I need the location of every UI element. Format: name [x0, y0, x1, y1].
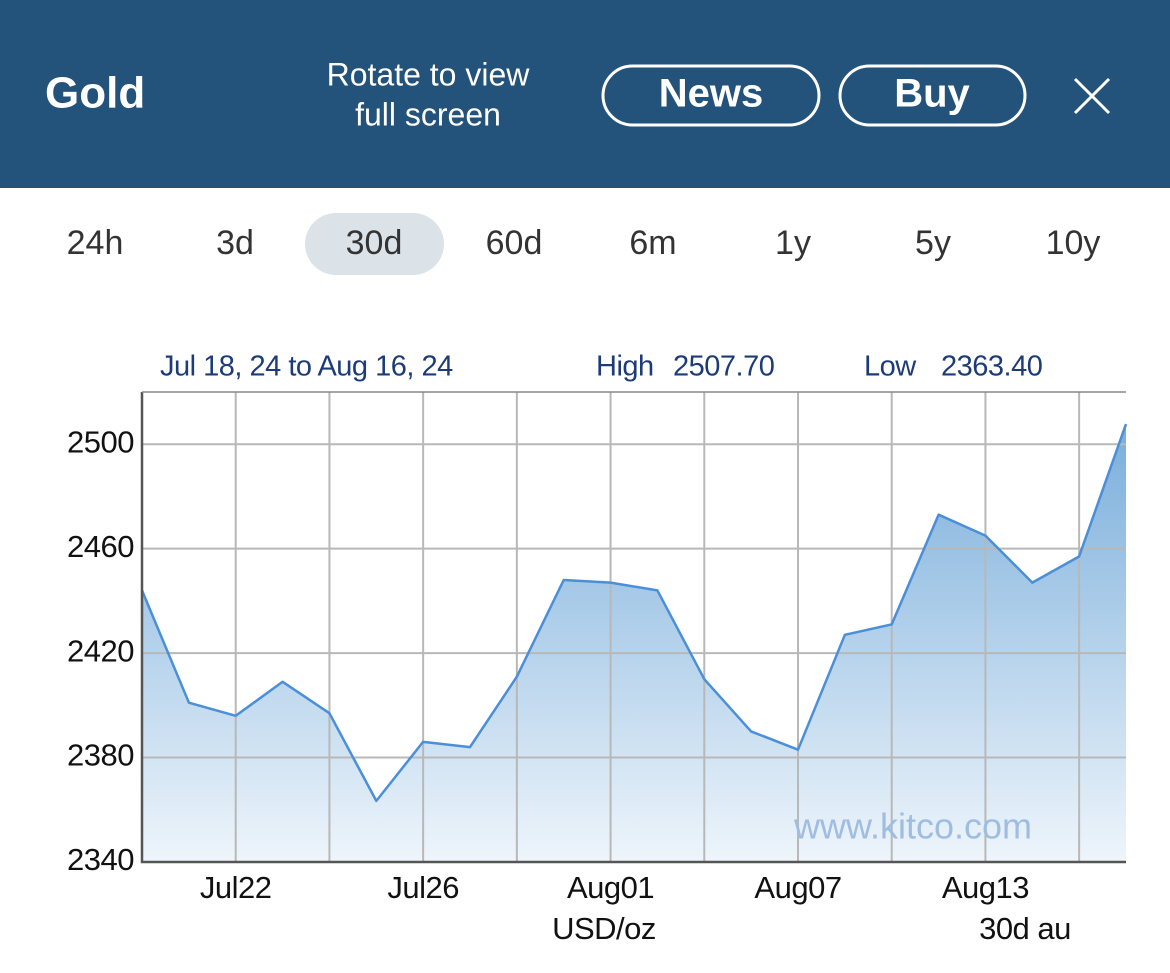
close-button[interactable]	[1073, 77, 1111, 115]
tab[interactable]: 3d	[216, 224, 254, 262]
tab[interactable]: 5y	[915, 224, 951, 262]
high-value: 2507.70	[673, 351, 774, 383]
y-tick-label: 2420	[67, 633, 134, 668]
watermark: www.kitco.com	[793, 806, 1032, 847]
button-label[interactable]: Buy	[894, 72, 970, 116]
button-outline	[601, 64, 821, 127]
header-bar	[0, 0, 1170, 188]
y-tick-label: 2500	[67, 424, 134, 459]
x-tick-label: Jul22	[200, 870, 272, 905]
tab[interactable]: 6m	[629, 224, 676, 262]
tab[interactable]: 60d	[486, 224, 543, 262]
x-tick-label: Aug07	[754, 870, 841, 905]
close-icon	[1073, 77, 1111, 115]
x-axis-label: USD/oz	[552, 911, 656, 946]
button-label[interactable]: News	[659, 72, 764, 116]
x-tick-label: Aug13	[942, 870, 1029, 905]
header-title: Gold	[45, 69, 145, 118]
x-tick-label: Aug01	[567, 870, 654, 905]
tab[interactable]: 30d	[346, 224, 403, 262]
low-value: 2363.40	[941, 351, 1042, 383]
y-tick-label: 2340	[67, 842, 134, 877]
axis-frame	[140, 392, 1126, 864]
y-tick-label: 2380	[67, 738, 134, 773]
tab-selected-bg	[305, 213, 444, 275]
buy-button[interactable]: Buy	[838, 64, 1027, 127]
y-tick-label: 2460	[67, 529, 134, 564]
low-label: Low	[864, 351, 917, 383]
rotate-hint: Rotate to view	[327, 56, 531, 92]
tab[interactable]: 1y	[775, 224, 811, 262]
price-line	[140, 423, 1128, 803]
tab[interactable]: 10y	[1046, 224, 1101, 262]
corner-label: 30d au	[979, 911, 1071, 946]
high-label: High	[596, 351, 654, 383]
chart: 2340 2380 2420 2460 2500 Jul22 Jul26 Aug01 Aug07…	[67, 351, 1128, 946]
tab[interactable]: 24h	[67, 224, 124, 262]
x-tick-label: Jul26	[387, 870, 459, 905]
area	[142, 424, 1126, 862]
button-outline	[838, 64, 1027, 127]
news-button[interactable]: News	[601, 64, 821, 127]
tab-bar: 24h 3d 30d 60d 6m 1y 5y 10y	[67, 213, 1101, 275]
rotate-hint: full screen	[355, 96, 501, 132]
date-range: Jul 18, 24 to Aug 16, 24	[160, 351, 453, 383]
